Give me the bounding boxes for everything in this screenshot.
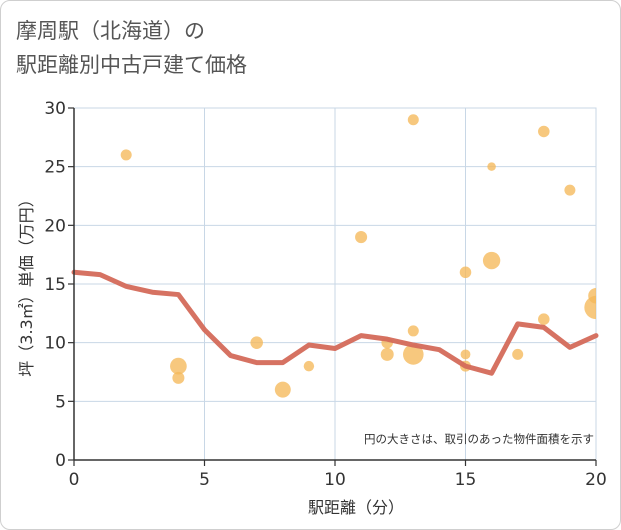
trend-line-path [71,269,599,376]
bubble-point [459,266,472,279]
bubble-point [274,381,291,398]
y-tick-label: 5 [55,392,66,412]
chart-title-line2: 駅距離別中古戸建て価格 [16,53,247,77]
x-tick-label: 10 [324,470,346,490]
x-tick-label: 15 [455,470,477,490]
bubble-point [172,371,185,384]
size-note: 円の大きさは、取引のあった物件面積を示す [364,432,594,446]
x-tick-label: 20 [585,470,607,490]
bubble-point [303,360,315,372]
chart-title-line1: 摩周駅（北海道）の [16,19,205,43]
bubble-point [538,313,550,325]
bubble-point [564,184,576,196]
bubble-point [407,114,419,126]
x-axis-label: 駅距離（分） [308,498,404,517]
x-tick-label: 0 [69,470,80,490]
x-tick-label: 5 [199,470,210,490]
bubble-point [403,344,424,365]
bubble-point [355,231,368,244]
bubble-point [588,287,596,304]
grid [73,107,597,461]
trend-line [71,269,599,376]
bubble-point [407,325,419,337]
bubble-point [460,349,471,360]
y-tick-label: 10 [44,334,66,354]
bubble-point [380,347,394,361]
chart-title: 摩周駅（北海道）の 駅距離別中古戸建て価格 [16,14,247,82]
y-tick-label: 25 [44,158,66,178]
bubble-point [487,162,496,171]
y-tick-label: 15 [44,275,66,295]
y-tick-label: 30 [44,99,66,119]
bubble-point [482,251,501,270]
axes: 0 5 10 15 20 0 5 10 15 20 25 30 [44,99,606,490]
y-axis-label: 坪（3.3㎡）単価（万円） [17,191,36,376]
y-tick-label: 0 [55,451,66,471]
y-tick-label: 20 [44,216,66,236]
bubbles [120,114,596,398]
bubble-point [538,125,550,138]
bubble-point [250,336,263,349]
bubble-point [120,149,132,161]
bubble-point [170,357,187,375]
bubble-point [512,348,524,360]
